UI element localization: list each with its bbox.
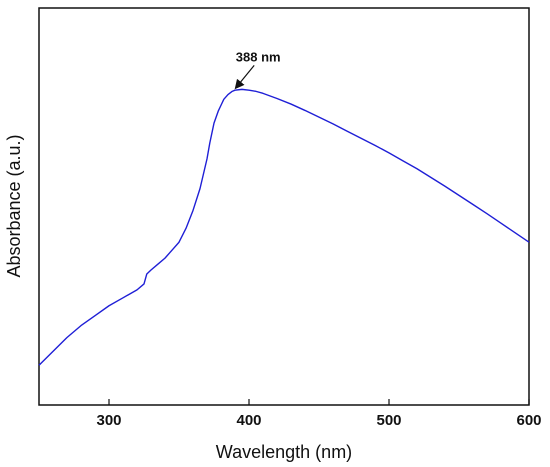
- x-tick-label-400: 400: [236, 412, 261, 429]
- absorbance-series-line: [38, 88, 530, 366]
- x-axis-tick-labels: 300 400 500 600: [96, 412, 541, 429]
- peak-annotation-arrow: [234, 64, 255, 90]
- y-axis-title: Absorbance (a.u.): [4, 134, 24, 277]
- x-axis-title: Wavelength (nm): [216, 442, 352, 462]
- peak-annotation-label: 388 nm: [236, 49, 281, 64]
- plot-frame: [38, 7, 530, 406]
- x-axis-ticks: [108, 399, 530, 405]
- peak-annotation: 388 nm: [234, 49, 281, 90]
- x-tick-label-500: 500: [376, 412, 401, 429]
- x-tick-label-300: 300: [96, 412, 121, 429]
- x-tick-label-600: 600: [516, 412, 541, 429]
